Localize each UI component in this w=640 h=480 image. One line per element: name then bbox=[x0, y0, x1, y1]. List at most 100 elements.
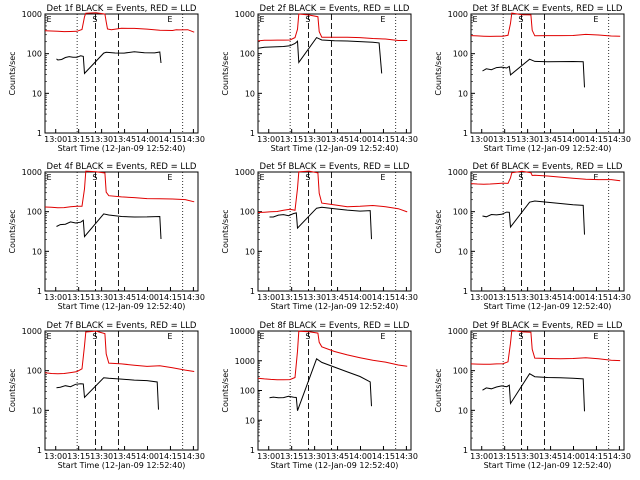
y-tick-label: 1000 bbox=[235, 357, 255, 366]
x-tick-label: 13:30 bbox=[303, 452, 326, 461]
plot-frame bbox=[470, 330, 625, 451]
y-tick-label: 10 bbox=[458, 406, 468, 415]
x-tick-label: 14:00 bbox=[349, 293, 372, 302]
x-tick-label: 13:30 bbox=[90, 135, 113, 144]
x-axis-label: Start Time (12-Jan-09 12:52:40) bbox=[58, 461, 186, 470]
series-events-black bbox=[56, 377, 159, 410]
y-tick-label: 10 bbox=[32, 89, 42, 98]
x-tick-label: 14:00 bbox=[349, 135, 372, 144]
y-tick-label: 1 bbox=[463, 129, 468, 138]
x-tick-label: 13:15 bbox=[493, 135, 516, 144]
series-lld-red bbox=[44, 330, 195, 375]
y-tick-label: 10 bbox=[458, 247, 468, 256]
x-tick-label: 13:30 bbox=[303, 135, 326, 144]
series-events-black bbox=[56, 51, 162, 75]
marker-label: E bbox=[260, 173, 265, 182]
x-tick-label: 13:15 bbox=[67, 293, 90, 302]
x-tick-label: 14:00 bbox=[562, 293, 585, 302]
y-axis-label: Counts/sec bbox=[8, 368, 17, 412]
x-tick-label: 14:30 bbox=[395, 293, 418, 302]
y-tick-label: 10 bbox=[32, 247, 42, 256]
y-tick-label: 1000 bbox=[448, 10, 468, 19]
x-tick-label: 13:00 bbox=[257, 293, 280, 302]
marker-label: E bbox=[593, 332, 598, 341]
x-tick-label: 14:00 bbox=[562, 452, 585, 461]
marker-label: E bbox=[260, 15, 265, 24]
x-tick-label: 13:15 bbox=[280, 135, 303, 144]
x-axis-label: Start Time (12-Jan-09 12:52:40) bbox=[271, 302, 399, 311]
plot-frame bbox=[44, 13, 199, 134]
x-tick-label: 14:15 bbox=[372, 293, 395, 302]
series-events-black bbox=[56, 213, 162, 240]
y-tick-label: 1000 bbox=[22, 10, 42, 19]
x-tick-label: 14:30 bbox=[182, 293, 205, 302]
marker-label: E bbox=[260, 332, 265, 341]
x-tick-label: 14:30 bbox=[608, 452, 631, 461]
y-tick-label: 1 bbox=[250, 129, 255, 138]
plot-frame bbox=[470, 13, 625, 134]
y-tick-label: 1 bbox=[37, 287, 42, 296]
x-tick-label: 13:45 bbox=[113, 452, 136, 461]
x-axis-label: Start Time (12-Jan-09 12:52:40) bbox=[58, 144, 186, 153]
panel-det-2: Det 2f BLACK = Events, RED = LLD 1 10 100 10… bbox=[221, 4, 418, 153]
y-tick-label: 1000 bbox=[22, 168, 42, 177]
x-tick-label: 13:15 bbox=[493, 452, 516, 461]
marker-label: E bbox=[593, 173, 598, 182]
y-tick-label: 10 bbox=[458, 89, 468, 98]
x-tick-label: 13:00 bbox=[257, 135, 280, 144]
x-tick-label: 14:15 bbox=[372, 452, 395, 461]
y-tick-label: 10 bbox=[32, 406, 42, 415]
y-tick-label: 10 bbox=[245, 416, 255, 425]
plot-frame bbox=[470, 171, 625, 292]
y-tick-label: 100 bbox=[240, 387, 255, 396]
y-axis-label: Counts/sec bbox=[8, 209, 17, 253]
x-tick-label: 14:15 bbox=[159, 135, 182, 144]
x-axis-label: Start Time (12-Jan-09 12:52:40) bbox=[484, 144, 612, 153]
x-tick-label: 13:15 bbox=[67, 452, 90, 461]
marker-label: S bbox=[518, 332, 523, 341]
marker-label: E bbox=[167, 332, 172, 341]
panel-det-6: Det 6f BLACK = Events, RED = LLD 1 10 100 10… bbox=[434, 162, 631, 311]
marker-label: E bbox=[473, 15, 478, 24]
marker-label: S bbox=[92, 332, 97, 341]
y-tick-label: 100 bbox=[27, 50, 42, 59]
marker-label: S bbox=[92, 15, 97, 24]
x-tick-label: 14:15 bbox=[159, 293, 182, 302]
x-tick-label: 14:30 bbox=[395, 452, 418, 461]
x-tick-label: 13:00 bbox=[44, 135, 67, 144]
panel-title: Det 6f BLACK = Events, RED = LLD bbox=[473, 162, 623, 172]
plot-frame bbox=[44, 330, 199, 451]
x-axis-label: Start Time (12-Jan-09 12:52:40) bbox=[58, 302, 186, 311]
y-tick-label: 1000 bbox=[22, 327, 42, 336]
y-tick-label: 100 bbox=[453, 367, 468, 376]
x-axis-label: Start Time (12-Jan-09 12:52:40) bbox=[271, 461, 399, 470]
x-tick-label: 14:15 bbox=[159, 452, 182, 461]
y-tick-label: 100 bbox=[453, 50, 468, 59]
x-tick-label: 14:00 bbox=[349, 452, 372, 461]
series-lld-red bbox=[44, 170, 195, 209]
series-lld-red bbox=[470, 12, 621, 37]
x-tick-label: 13:30 bbox=[516, 293, 539, 302]
panel-title: Det 5f BLACK = Events, RED = LLD bbox=[260, 162, 410, 172]
y-tick-label: 100 bbox=[27, 208, 42, 217]
marker-label: S bbox=[518, 15, 523, 24]
y-tick-label: 10000 bbox=[230, 327, 255, 336]
marker-label: E bbox=[47, 173, 52, 182]
x-tick-label: 13:00 bbox=[44, 293, 67, 302]
series-events-black bbox=[482, 200, 585, 235]
x-tick-label: 14:30 bbox=[608, 135, 631, 144]
x-tick-label: 13:45 bbox=[539, 135, 562, 144]
x-tick-label: 13:15 bbox=[493, 293, 516, 302]
y-tick-label: 1000 bbox=[235, 168, 255, 177]
y-tick-label: 10 bbox=[245, 247, 255, 256]
marker-label: E bbox=[473, 332, 478, 341]
y-tick-label: 1 bbox=[250, 446, 255, 455]
y-tick-label: 1000 bbox=[448, 327, 468, 336]
series-events-black bbox=[257, 36, 383, 74]
series-events-black bbox=[269, 206, 372, 240]
panel-det-9: Det 9f BLACK = Events, RED = LLD 1 10 100 10… bbox=[434, 321, 631, 470]
x-tick-label: 13:45 bbox=[539, 293, 562, 302]
y-axis-label: Counts/sec bbox=[434, 368, 443, 412]
series-lld-red bbox=[257, 170, 408, 213]
